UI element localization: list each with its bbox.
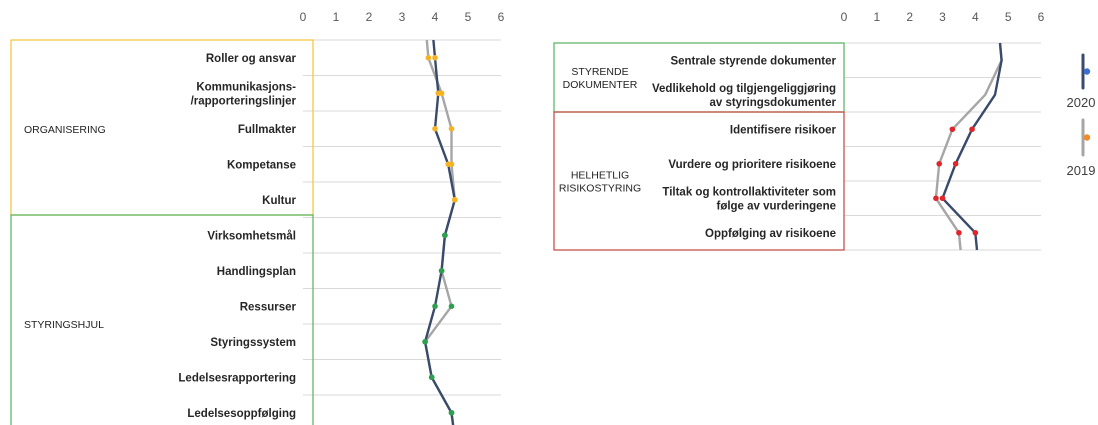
x-tick-label: 4 [432,10,439,24]
data-point-2019 [425,54,432,61]
data-point-2020 [952,160,959,167]
data-point-2019 [949,126,956,133]
group-label: RISIKOSTYRING [559,183,641,195]
category-label: Kultur [262,195,296,207]
x-tick-label: 5 [465,10,472,24]
x-tick-label: 3 [939,10,946,24]
x-tick-label: 1 [873,10,880,24]
legend-label: 2020 [1067,95,1096,110]
data-point-2020 [422,338,428,345]
series-line-2020 [423,39,456,425]
category-label: /rapporteringslinjer [191,95,297,107]
series-line-2019 [934,42,1003,251]
data-point-2020 [969,126,975,133]
data-point-2020 [939,195,946,202]
x-tick-label: 6 [498,10,505,24]
x-tick-label: 0 [300,10,307,24]
data-point-2020 [428,374,435,381]
x-tick-label: 0 [841,10,848,24]
group-box [10,214,314,425]
category-label: Handlingsplan [217,266,296,278]
category-label: Oppfølging av risikoene [705,228,836,240]
group-label: DOKUMENTER [563,79,638,91]
chart-1: 0 1 2 3 4 5 6 ORGANISERING STYRINGSHJUL Roller og… [10,10,505,425]
category-label: Kompetanse [227,159,296,171]
data-point-2020 [445,161,452,168]
category-label: Identifisere risikoer [730,124,837,136]
x-tick-label: 6 [1038,10,1045,24]
category-label: Styringssystem [210,337,296,349]
group-label: HELHETLIG [571,170,629,182]
group-box [553,111,845,251]
category-label: Ledelsesoppfølging [187,408,296,420]
data-point-2019 [936,160,943,167]
data-point-2020 [452,196,458,203]
category-label: av styringsdokumenter [709,97,836,109]
category-label: Ressurser [240,301,297,313]
category-label: Virksomhetsmål [207,230,296,242]
data-point-2020 [972,229,979,236]
data-point-2019 [448,303,455,310]
data-point-2020 [432,303,438,310]
category-label: følge av vurderingene [716,200,836,212]
data-point-2019 [956,229,962,236]
data-point-2020 [442,232,448,239]
group-label: STYRENDE [571,66,628,78]
category-label: Ledelsesrapportering [178,372,296,384]
data-point-2020 [438,267,445,274]
category-label: Fullmakter [238,124,297,136]
x-tick-label: 4 [972,10,979,24]
data-point-2019 [448,125,455,132]
data-point-2020 [448,409,455,416]
category-label: Vurdere og prioritere risikoene [668,159,836,171]
data-point-2020 [432,125,438,132]
x-tick-label: 1 [333,10,340,24]
legend-marker-2019 [1083,134,1091,141]
x-tick-label: 2 [366,10,373,24]
data-point-2019 [933,195,939,202]
legend-marker-2020 [1083,68,1091,75]
data-point-2020 [432,54,438,61]
legend-label: 2019 [1067,163,1096,178]
data-point-2020 [435,90,442,97]
category-label: Tiltak og kontrollaktiviteter som [662,186,836,198]
x-tick-label: 3 [399,10,406,24]
group-label: STYRINGSHJUL [24,319,104,331]
category-label: Roller og ansvar [206,53,297,65]
x-tick-label: 2 [906,10,913,24]
group-label: ORGANISERING [24,124,106,136]
x-tick-label: 5 [1005,10,1012,24]
category-label: Kommunikasjons- [196,81,296,93]
series-line-2020 [941,42,1003,251]
category-label: Sentrale styrende dokumenter [670,55,836,67]
category-label: Vedlikehold og tilgjengeliggjøring [652,83,836,95]
legend: 2020 2019 [1067,53,1096,178]
